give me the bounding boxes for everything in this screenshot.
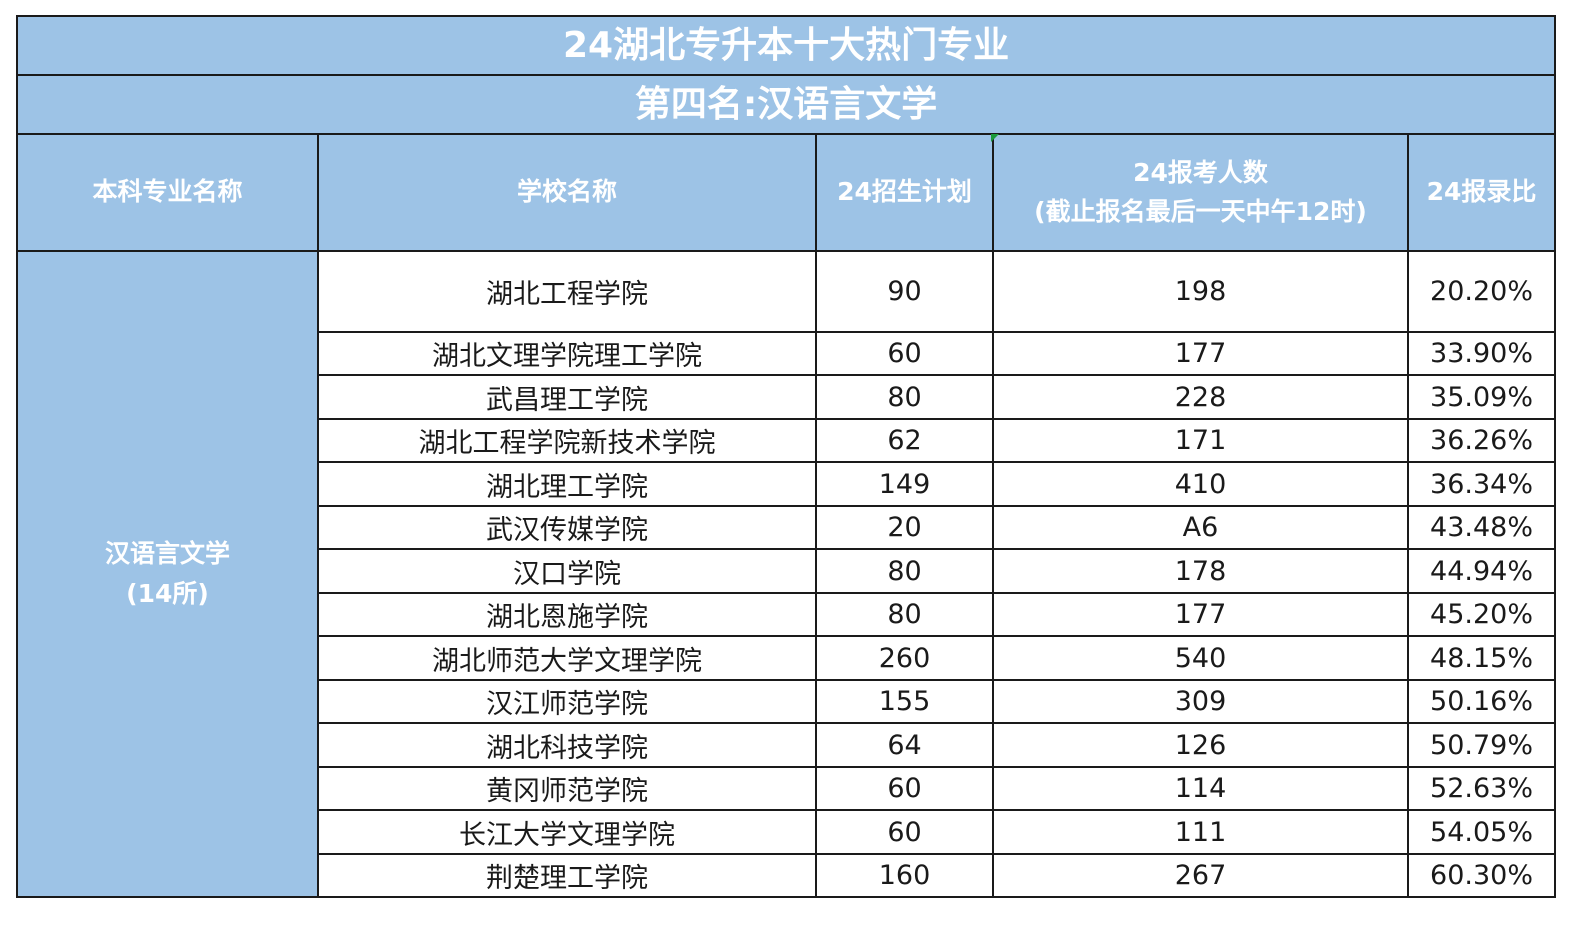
applicants-cell[interactable]: 267 xyxy=(992,853,1409,898)
plan-cell[interactable]: 80 xyxy=(815,374,994,420)
plan-cell[interactable]: 155 xyxy=(815,679,994,724)
school-cell[interactable]: 武汉传媒学院 xyxy=(317,505,817,550)
plan-cell[interactable]: 20 xyxy=(815,505,994,550)
plan-cell[interactable]: 60 xyxy=(815,809,994,855)
major-name-cell[interactable]: 汉语言文学 (14所) xyxy=(16,250,319,898)
ratio-cell[interactable]: 60.30% xyxy=(1406,853,1557,898)
ratio-cell[interactable]: 33.90% xyxy=(1406,331,1557,376)
applicants-cell[interactable]: 177 xyxy=(992,331,1409,376)
table-row: 湖北恩施学院 80 177 45.20% xyxy=(17,592,1557,637)
cell-comment-marker xyxy=(991,134,999,142)
ratio-cell[interactable]: 54.05% xyxy=(1406,809,1557,855)
school-cell[interactable]: 湖北师范大学文理学院 xyxy=(317,635,817,681)
table-row: 荆楚理工学院 160 267 60.30% xyxy=(17,853,1557,898)
table-row: 长江大学文理学院 60 111 54.05% xyxy=(17,809,1557,855)
ratio-cell[interactable]: 50.16% xyxy=(1406,679,1557,724)
ratio-cell[interactable]: 35.09% xyxy=(1406,374,1557,420)
table-row: 湖北文理学院理工学院 60 177 33.90% xyxy=(17,331,1557,376)
table-row: 汉江师范学院 155 309 50.16% xyxy=(17,679,1557,724)
school-cell[interactable]: 武昌理工学院 xyxy=(317,374,817,420)
school-cell[interactable]: 汉口学院 xyxy=(317,548,817,594)
table-row: 湖北科技学院 64 126 50.79% xyxy=(17,722,1557,768)
table-title[interactable]: 24湖北专升本十大热门专业 xyxy=(15,15,1557,76)
ratio-cell[interactable]: 44.94% xyxy=(1406,548,1557,594)
ratio-cell[interactable]: 43.48% xyxy=(1406,505,1557,550)
ratio-cell[interactable]: 48.15% xyxy=(1406,635,1557,681)
major-name: 汉语言文学 xyxy=(104,539,230,568)
spreadsheet-table: 24湖北专升本十大热门专业 第四名:汉语言文学 本科专业名称 学校名称 24招生… xyxy=(15,15,1557,898)
plan-cell[interactable]: 60 xyxy=(815,766,994,811)
table-row: 湖北理工学院 149 410 36.34% xyxy=(17,461,1557,507)
table-row: 湖北工程学院新技术学院 62 171 36.26% xyxy=(17,418,1557,463)
school-cell[interactable]: 汉江师范学院 xyxy=(317,679,817,724)
ratio-cell[interactable]: 36.34% xyxy=(1406,461,1557,507)
header-row: 本科专业名称 学校名称 24招生计划 24报考人数 (截止报名最后一天中午12时… xyxy=(16,133,1557,252)
plan-cell[interactable]: 80 xyxy=(815,592,994,637)
header-ratio[interactable]: 24报录比 xyxy=(1406,133,1557,252)
header-applicants-line1: 24报考人数 xyxy=(1133,157,1268,187)
major-school-count: (14所) xyxy=(126,579,209,608)
ratio-cell[interactable]: 50.79% xyxy=(1406,722,1557,768)
applicants-cell[interactable]: 111 xyxy=(992,809,1409,855)
header-applicants[interactable]: 24报考人数 (截止报名最后一天中午12时) xyxy=(992,133,1409,252)
applicants-cell[interactable]: 177 xyxy=(992,592,1409,637)
school-cell[interactable]: 湖北工程学院新技术学院 xyxy=(317,418,817,463)
ratio-cell[interactable]: 45.20% xyxy=(1406,592,1557,637)
plan-cell[interactable]: 160 xyxy=(815,853,994,898)
ratio-cell[interactable]: 36.26% xyxy=(1406,418,1557,463)
ratio-cell[interactable]: 20.20% xyxy=(1406,250,1557,333)
applicants-cell[interactable]: 228 xyxy=(992,374,1409,420)
title-row: 24湖北专升本十大热门专业 xyxy=(15,15,1557,76)
applicants-cell[interactable]: 126 xyxy=(992,722,1409,768)
table-row: 汉口学院 80 178 44.94% xyxy=(17,548,1557,594)
plan-cell[interactable]: 64 xyxy=(815,722,994,768)
school-cell[interactable]: 荆楚理工学院 xyxy=(317,853,817,898)
header-major[interactable]: 本科专业名称 xyxy=(16,133,319,252)
plan-cell[interactable]: 60 xyxy=(815,331,994,376)
applicants-cell[interactable]: 171 xyxy=(992,418,1409,463)
school-cell[interactable]: 长江大学文理学院 xyxy=(317,809,817,855)
applicants-cell[interactable]: 198 xyxy=(992,250,1409,333)
school-cell[interactable]: 湖北恩施学院 xyxy=(317,592,817,637)
header-applicants-line2: (截止报名最后一天中午12时) xyxy=(1034,196,1367,226)
table-row: 汉语言文学 (14所) 湖北工程学院 90 198 20.20% xyxy=(16,250,1557,898)
applicants-cell[interactable]: 114 xyxy=(992,766,1409,811)
table-row: 武昌理工学院 80 228 35.09% xyxy=(17,374,1557,420)
school-cell[interactable]: 黄冈师范学院 xyxy=(317,766,817,811)
table-subtitle[interactable]: 第四名:汉语言文学 xyxy=(15,74,1557,135)
plan-cell[interactable]: 80 xyxy=(815,548,994,594)
table-row: 湖北师范大学文理学院 260 540 48.15% xyxy=(17,635,1557,681)
header-plan[interactable]: 24招生计划 xyxy=(815,133,994,252)
applicants-cell[interactable]: 540 xyxy=(992,635,1409,681)
plan-cell[interactable]: 90 xyxy=(815,250,994,333)
ratio-cell[interactable]: 52.63% xyxy=(1406,766,1557,811)
plan-cell[interactable]: 149 xyxy=(815,461,994,507)
school-cell[interactable]: 湖北科技学院 xyxy=(317,722,817,768)
school-cell[interactable]: 湖北文理学院理工学院 xyxy=(317,331,817,376)
header-school[interactable]: 学校名称 xyxy=(317,133,817,252)
applicants-cell[interactable]: 309 xyxy=(992,679,1409,724)
table-row: 黄冈师范学院 60 114 52.63% xyxy=(17,766,1557,811)
applicants-cell[interactable]: 410 xyxy=(992,461,1409,507)
plan-cell[interactable]: 260 xyxy=(815,635,994,681)
applicants-cell[interactable]: 178 xyxy=(992,548,1409,594)
school-cell[interactable]: 湖北工程学院 xyxy=(317,250,817,333)
applicants-cell[interactable]: A6 xyxy=(992,505,1409,550)
school-cell[interactable]: 湖北理工学院 xyxy=(317,461,817,507)
table-row: 武汉传媒学院 20 A6 43.48% xyxy=(17,505,1557,550)
plan-cell[interactable]: 62 xyxy=(815,418,994,463)
subtitle-row: 第四名:汉语言文学 xyxy=(15,74,1557,135)
